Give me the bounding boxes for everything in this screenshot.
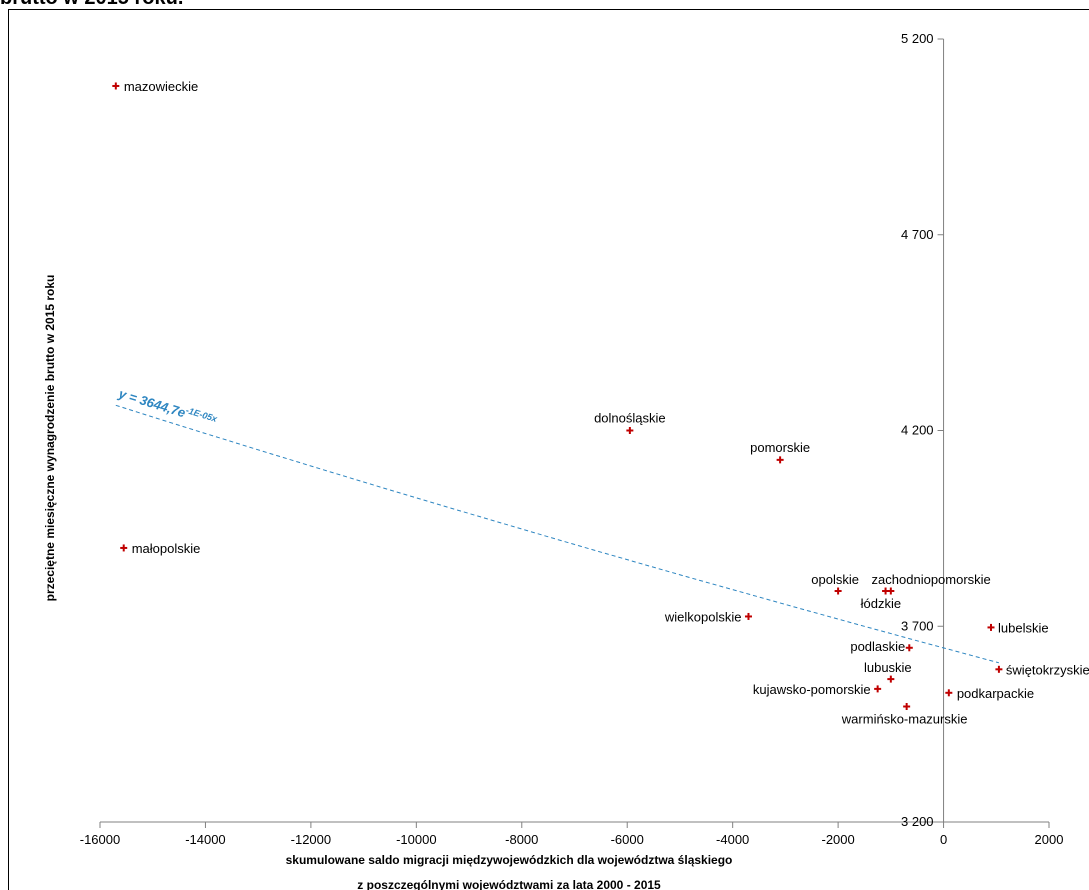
data-point: łódzkie	[861, 587, 901, 611]
x-tick-label: 2000	[1035, 832, 1064, 847]
data-point: świętokrzyskie	[995, 662, 1089, 677]
y-tick-label: 5 200	[901, 31, 934, 46]
x-tick-label: -8000	[505, 832, 538, 847]
point-label: kujawsko-pomorskie	[753, 682, 871, 697]
x-axis-title-line1: skumulowane saldo migracji międzywojewód…	[286, 853, 733, 867]
data-point: dolnośląskie	[594, 411, 666, 434]
points-group: mazowieckie małopolskie dolnośląskie pomors…	[112, 79, 1089, 727]
x-tick-label: -10000	[396, 832, 436, 847]
x-tick-label: -2000	[821, 832, 854, 847]
axes: -16000 -14000 -12000 -10000 -8000 -6000 -4000 -…	[80, 31, 1064, 847]
point-label: świętokrzyskie	[1006, 662, 1089, 677]
data-point: warmińsko-mazurskie	[841, 703, 968, 727]
data-point: podkarpackie	[945, 686, 1034, 701]
y-tick-label: 3 700	[901, 618, 934, 633]
point-label: pomorskie	[750, 440, 810, 455]
chart-title-fragment: brutto w 2015 roku.	[0, 0, 183, 10]
chart-border	[8, 9, 1089, 890]
data-point: kujawsko-pomorskie	[753, 682, 882, 697]
point-label: podkarpackie	[957, 686, 1034, 701]
point-label: małopolskie	[132, 541, 201, 556]
axis-labels-group: skumulowane saldo migracji międzywojewód…	[43, 275, 732, 890]
x-tick-label: -4000	[716, 832, 749, 847]
point-label: wielkopolskie	[664, 609, 742, 624]
data-point: pomorskie	[750, 440, 810, 464]
point-label: łódzkie	[861, 596, 901, 611]
point-label: dolnośląskie	[594, 411, 666, 426]
x-tick-label: 0	[940, 832, 947, 847]
data-point: małopolskie	[120, 541, 200, 556]
x-axis-title-line2: z poszczególnymi województwami za lata 2…	[357, 878, 661, 890]
x-tick-label: -14000	[185, 832, 225, 847]
point-label: mazowieckie	[124, 79, 198, 94]
data-point: opolskie	[811, 572, 859, 595]
point-label: lubuskie	[864, 660, 912, 675]
y-tick-label: 3 200	[901, 814, 934, 829]
x-tick-label: -16000	[80, 832, 120, 847]
data-point: wielkopolskie	[664, 609, 752, 624]
x-tick-label: -6000	[611, 832, 644, 847]
point-label: podlaskie	[850, 639, 905, 654]
data-point: mazowieckie	[112, 79, 198, 94]
y-tick-label: 4 200	[901, 423, 934, 438]
data-point: podlaskie	[850, 639, 913, 654]
trendline-group: y = 3644,7e-1E-05x	[115, 385, 1000, 664]
data-point: lubelskie	[987, 620, 1049, 635]
trendline-equation: y = 3644,7e-1E-05x	[116, 385, 219, 430]
data-point: lubuskie	[864, 660, 912, 683]
point-label: opolskie	[811, 572, 859, 587]
y-tick-label: 4 700	[901, 227, 934, 242]
y-axis-title: przeciętne miesięczne wynagrodzenie brut…	[43, 275, 57, 602]
x-tick-label: -12000	[291, 832, 331, 847]
point-label: warmińsko-mazurskie	[841, 712, 968, 727]
point-label: zachodniopomorskie	[872, 572, 991, 587]
trendline	[115, 404, 1000, 664]
point-label: lubelskie	[998, 620, 1049, 635]
